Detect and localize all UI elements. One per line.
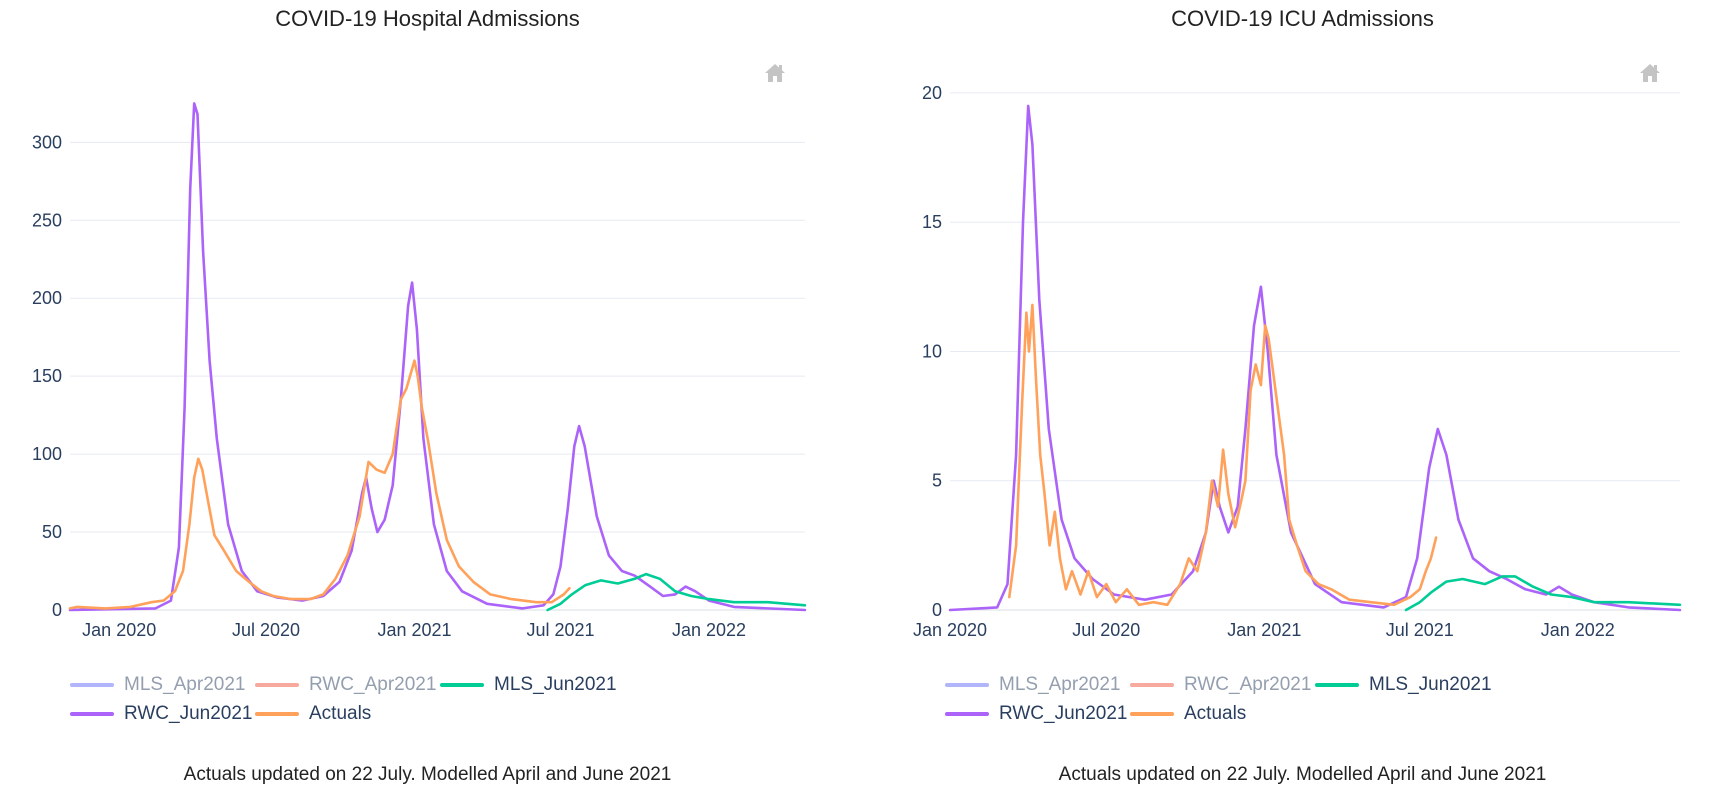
legend-swatch bbox=[1130, 711, 1174, 716]
legend-label: MLS_Jun2021 bbox=[494, 673, 617, 695]
chart-footnote: Actuals updated on 22 July. Modelled Apr… bbox=[1058, 764, 1547, 785]
legend-swatch bbox=[945, 711, 989, 716]
legend-item-actuals[interactable]: Actuals bbox=[255, 703, 440, 725]
icu-admissions-panel: COVID-19 ICU Admissions 0 5 10 15 20 Jan 2020… bbox=[875, 0, 1711, 786]
x-tick-label: Jan 2022 bbox=[1541, 620, 1615, 640]
legend-swatch bbox=[945, 682, 989, 687]
series-line-actuals bbox=[1008, 303, 1438, 607]
hospital-admissions-panel: COVID-19 Hospital Admissions 0 50 100 150 20… bbox=[0, 0, 855, 786]
y-tick-label: 150 bbox=[32, 366, 62, 386]
x-tick-label: Jul 2020 bbox=[232, 620, 300, 640]
hospital-admissions-chart[interactable]: 0 50 100 150 200 250 300 Jan 2020 Jul 2020 Jan 20… bbox=[0, 0, 855, 650]
y-tick-label: 300 bbox=[32, 132, 62, 152]
legend-swatch bbox=[70, 682, 114, 687]
legend-label: MLS_Jun2021 bbox=[1369, 673, 1492, 695]
legend-item-rwc-apr2021[interactable]: RWC_Apr2021 bbox=[255, 674, 440, 696]
legend-label: RWC_Apr2021 bbox=[309, 673, 437, 695]
legend-label: RWC_Jun2021 bbox=[999, 702, 1128, 724]
legend-item-rwc-apr2021[interactable]: RWC_Apr2021 bbox=[1130, 674, 1315, 696]
legend-label: Actuals bbox=[1184, 702, 1247, 724]
chart-title: COVID-19 Hospital Admissions bbox=[275, 6, 580, 31]
y-tick-label: 0 bbox=[52, 600, 62, 620]
legend-item-actuals[interactable]: Actuals bbox=[1130, 703, 1315, 725]
legend-item-rwc-jun2021[interactable]: RWC_Jun2021 bbox=[70, 703, 255, 725]
x-tick-label: Jul 2021 bbox=[1386, 620, 1454, 640]
legend-label: Actuals bbox=[309, 702, 372, 724]
x-tick-label: Jan 2021 bbox=[1227, 620, 1301, 640]
y-tick-label: 5 bbox=[932, 471, 942, 491]
legend-item-rwc-jun2021[interactable]: RWC_Jun2021 bbox=[945, 703, 1130, 725]
y-tick-label: 250 bbox=[32, 210, 62, 230]
legend-swatch bbox=[70, 711, 114, 716]
series-line-rwc-jun2021 bbox=[68, 102, 807, 612]
x-tick-label: Jan 2020 bbox=[82, 620, 156, 640]
legend-item-mls-apr2021[interactable]: MLS_Apr2021 bbox=[945, 674, 1130, 696]
y-tick-label: 200 bbox=[32, 288, 62, 308]
legend-swatch bbox=[1315, 682, 1359, 687]
y-tick-label: 100 bbox=[32, 444, 62, 464]
legend-item-mls-jun2021[interactable]: MLS_Jun2021 bbox=[440, 674, 640, 696]
chart-footnote: Actuals updated on 22 July. Modelled Apr… bbox=[183, 764, 672, 785]
y-tick-label: 20 bbox=[922, 83, 942, 103]
x-tick-label: Jul 2020 bbox=[1072, 620, 1140, 640]
y-tick-label: 0 bbox=[932, 600, 942, 620]
series-line-mls-jun2021 bbox=[1404, 575, 1682, 612]
y-tick-label: 50 bbox=[42, 522, 62, 542]
x-tick-label: Jan 2020 bbox=[913, 620, 987, 640]
series-line-mls-jun2021 bbox=[546, 572, 807, 612]
legend-label: RWC_Jun2021 bbox=[124, 702, 253, 724]
legend-swatch bbox=[1130, 682, 1174, 687]
legend-swatch bbox=[255, 711, 299, 716]
legend-label: RWC_Apr2021 bbox=[1184, 673, 1312, 695]
y-tick-label: 15 bbox=[922, 212, 942, 232]
legend-swatch bbox=[255, 682, 299, 687]
x-tick-label: Jan 2021 bbox=[377, 620, 451, 640]
chart-title: COVID-19 ICU Admissions bbox=[1171, 6, 1434, 31]
series-line-rwc-jun2021 bbox=[948, 104, 1682, 612]
legend-label: MLS_Apr2021 bbox=[124, 673, 246, 695]
home-icon[interactable] bbox=[763, 62, 787, 84]
legend-item-mls-jun2021[interactable]: MLS_Jun2021 bbox=[1315, 674, 1515, 696]
y-tick-label: 10 bbox=[922, 341, 942, 361]
legend: MLS_Apr2021 RWC_Apr2021 MLS_Jun2021 RWC_… bbox=[945, 670, 1705, 728]
legend: MLS_Apr2021 RWC_Apr2021 MLS_Jun2021 RWC_… bbox=[70, 670, 830, 728]
home-icon[interactable] bbox=[1638, 62, 1662, 84]
x-tick-label: Jul 2021 bbox=[527, 620, 595, 640]
legend-label: MLS_Apr2021 bbox=[999, 673, 1121, 695]
legend-swatch bbox=[440, 682, 484, 687]
legend-item-mls-apr2021[interactable]: MLS_Apr2021 bbox=[70, 674, 255, 696]
series-line-actuals bbox=[68, 359, 571, 610]
x-tick-label: Jan 2022 bbox=[672, 620, 746, 640]
icu-admissions-chart[interactable]: 0 5 10 15 20 Jan 2020 Jul 2020 Jan 2021 Jul 2021… bbox=[875, 0, 1711, 650]
